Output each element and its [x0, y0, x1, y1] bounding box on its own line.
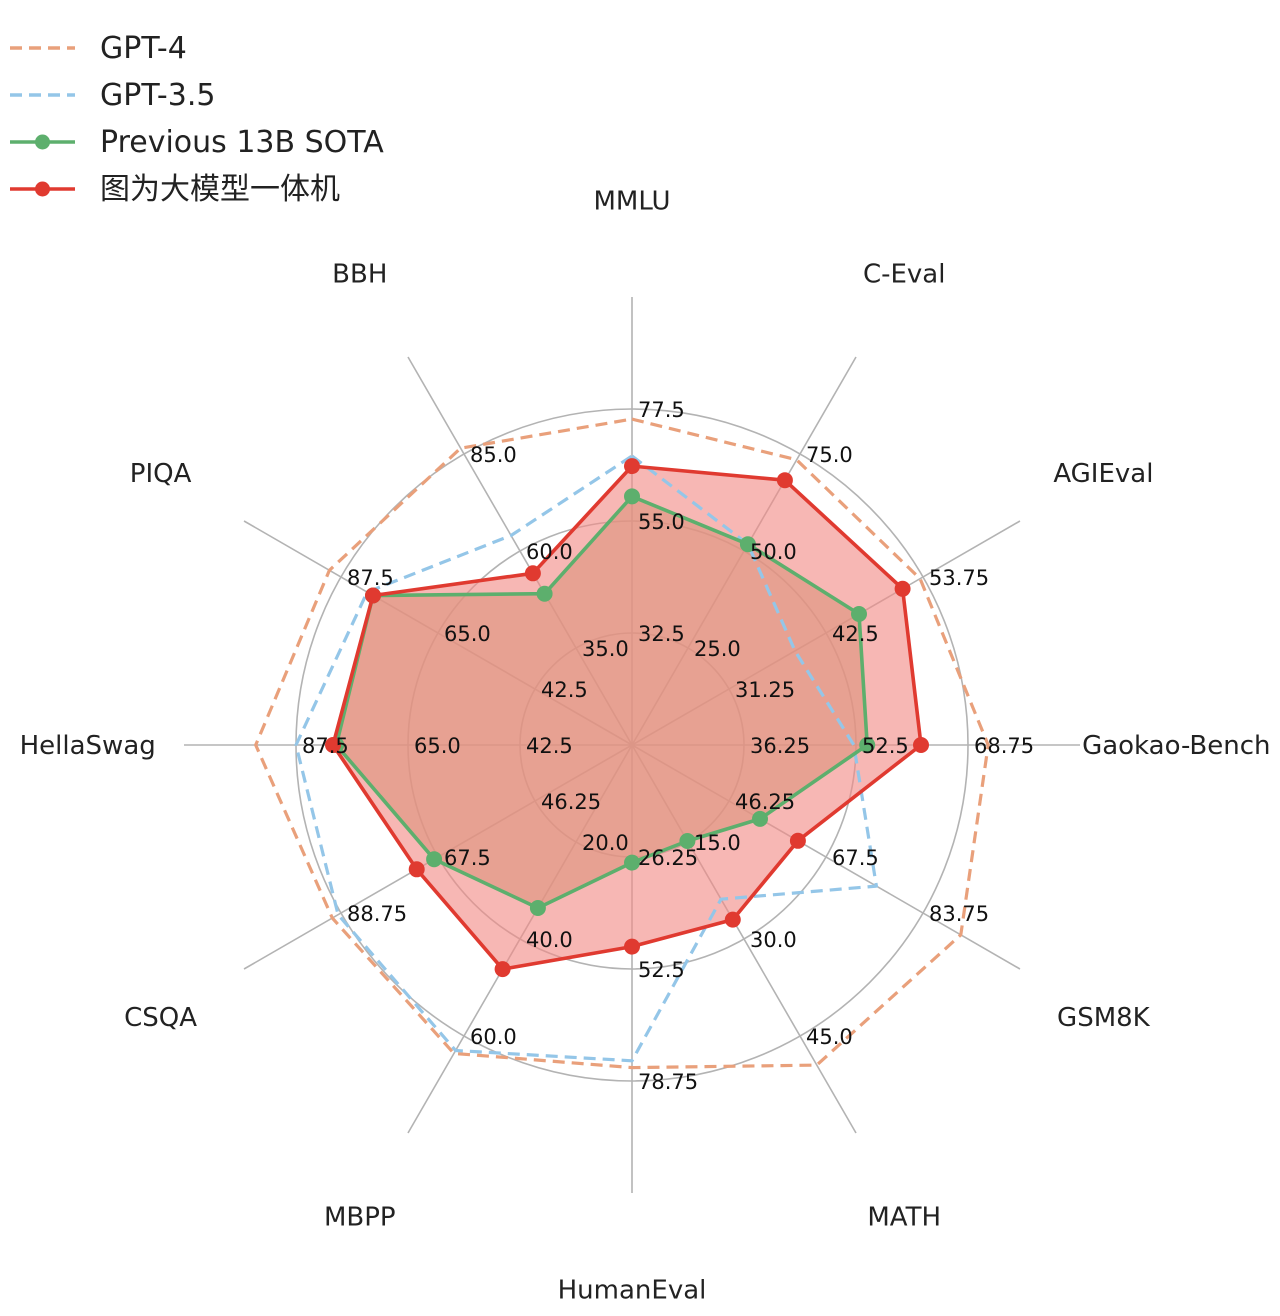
series-2-point-4 [752, 810, 768, 827]
tick-labels: 32.5 55.0 77.5 25.0 50.0 75.0 31.25 42.5 53.75 36… [302, 398, 1034, 1094]
tick-label-4-0: 46.25 [735, 790, 795, 814]
tick-label-2-0: 31.25 [735, 678, 795, 702]
series-3-point-0 [624, 458, 640, 475]
tick-label-7-1: 40.0 [526, 928, 573, 952]
tick-label-7-2: 60.0 [470, 1025, 517, 1049]
tick-label-8-1: 67.5 [444, 846, 491, 870]
tick-label-1-1: 50.0 [750, 540, 797, 564]
legend-marker-3 [35, 181, 50, 197]
series-3-point-2 [894, 580, 911, 597]
tick-label-3-0: 36.25 [750, 734, 810, 758]
legend-marker-2 [35, 134, 50, 150]
tick-label-0-2: 77.5 [638, 398, 685, 422]
series-3-point-9 [325, 737, 341, 753]
tick-label-8-2: 88.75 [347, 902, 407, 926]
tick-label-4-1: 67.5 [832, 846, 879, 870]
axis-label-11: BBH [332, 260, 387, 290]
tick-label-11-0: 35.0 [582, 637, 629, 661]
tick-label-3-1: 52.5 [862, 734, 909, 758]
axis-label-9: HellaSwag [20, 731, 156, 761]
tick-label-7-0: 20.0 [582, 831, 629, 855]
series-2-point-1 [739, 536, 756, 553]
tick-label-5-1: 30.0 [750, 928, 797, 952]
tick-label-9-2: 87.5 [302, 734, 349, 758]
tick-label-6-0: 26.25 [638, 846, 698, 870]
tick-label-2-2: 53.75 [929, 566, 989, 590]
legend: GPT-4 GPT-3.5 Previous 13B SOTA 图为大模型一体机 [10, 31, 384, 207]
series-2-point-6 [624, 854, 640, 871]
series-3-point-7 [494, 961, 511, 978]
legend-label-0: GPT-4 [100, 31, 187, 66]
series-2-point-0 [624, 488, 640, 505]
tick-label-10-0: 42.5 [541, 678, 588, 702]
axis-label-8: CSQA [124, 1003, 197, 1033]
tick-label-0-1: 55.0 [638, 510, 685, 534]
tick-label-4-2: 83.75 [929, 902, 989, 926]
series-3-point-4 [789, 832, 806, 849]
series-2-point-11 [536, 585, 553, 602]
series-line-0 [254, 417, 990, 1070]
tick-label-2-1: 42.5 [832, 622, 879, 646]
tick-label-8-0: 46.25 [541, 790, 601, 814]
series-fills [333, 466, 921, 970]
series-fill-3 [333, 466, 921, 970]
tick-label-6-1: 52.5 [638, 958, 685, 982]
axis-label-0: MMLU [593, 187, 670, 217]
series-3-point-6 [624, 938, 640, 955]
axis-label-3: Gaokao-Bench [1082, 731, 1270, 761]
axis-labels: MMLU C-Eval AGIEval Gaokao-Bench GSM8K MATH Hu… [20, 187, 1271, 1306]
legend-label-3: 图为大模型一体机 [100, 172, 340, 207]
axis-label-1: C-Eval [863, 260, 946, 290]
series-2-point-3 [859, 737, 876, 753]
series-3-point-3 [913, 737, 929, 753]
series-2-point-2 [851, 606, 867, 622]
tick-label-0-0: 32.5 [638, 622, 685, 646]
series-3-point-11 [524, 565, 541, 582]
axis-label-7: MBPP [324, 1202, 396, 1232]
series-2-point-8 [426, 851, 443, 868]
legend-label-2: Previous 13B SOTA [100, 125, 384, 160]
tick-label-6-2: 78.75 [638, 1070, 698, 1094]
tick-label-1-0: 25.0 [694, 637, 741, 661]
tick-label-1-2: 75.0 [806, 443, 853, 467]
legend-label-1: GPT-3.5 [100, 78, 215, 113]
series-line-1 [294, 454, 879, 1063]
tick-label-5-0: 15.0 [694, 831, 741, 855]
series-3-point-5 [724, 911, 741, 928]
series-2-point-5 [679, 833, 696, 849]
tick-label-9-1: 65.0 [414, 734, 461, 758]
axis-label-10: PIQA [130, 459, 192, 489]
tick-label-10-1: 65.0 [444, 622, 491, 646]
series-2-point-7 [529, 900, 546, 916]
tick-label-10-2: 87.5 [347, 566, 394, 590]
tick-label-9-0: 42.5 [526, 734, 573, 758]
series-3-point-1 [776, 472, 793, 489]
axis-label-4: GSM8K [1057, 1003, 1151, 1033]
axis-label-2: AGIEval [1053, 459, 1153, 489]
series-3-point-10 [365, 587, 381, 604]
axis-label-6: HumanEval [558, 1275, 707, 1305]
series-3-point-8 [408, 861, 425, 878]
tick-label-11-1: 60.0 [526, 540, 573, 564]
tick-label-3-2: 68.75 [974, 734, 1034, 758]
series-lines [254, 417, 990, 1070]
tick-label-5-2: 45.0 [806, 1025, 853, 1049]
axis-label-5: MATH [867, 1202, 941, 1232]
tick-label-11-2: 85.0 [470, 443, 517, 467]
